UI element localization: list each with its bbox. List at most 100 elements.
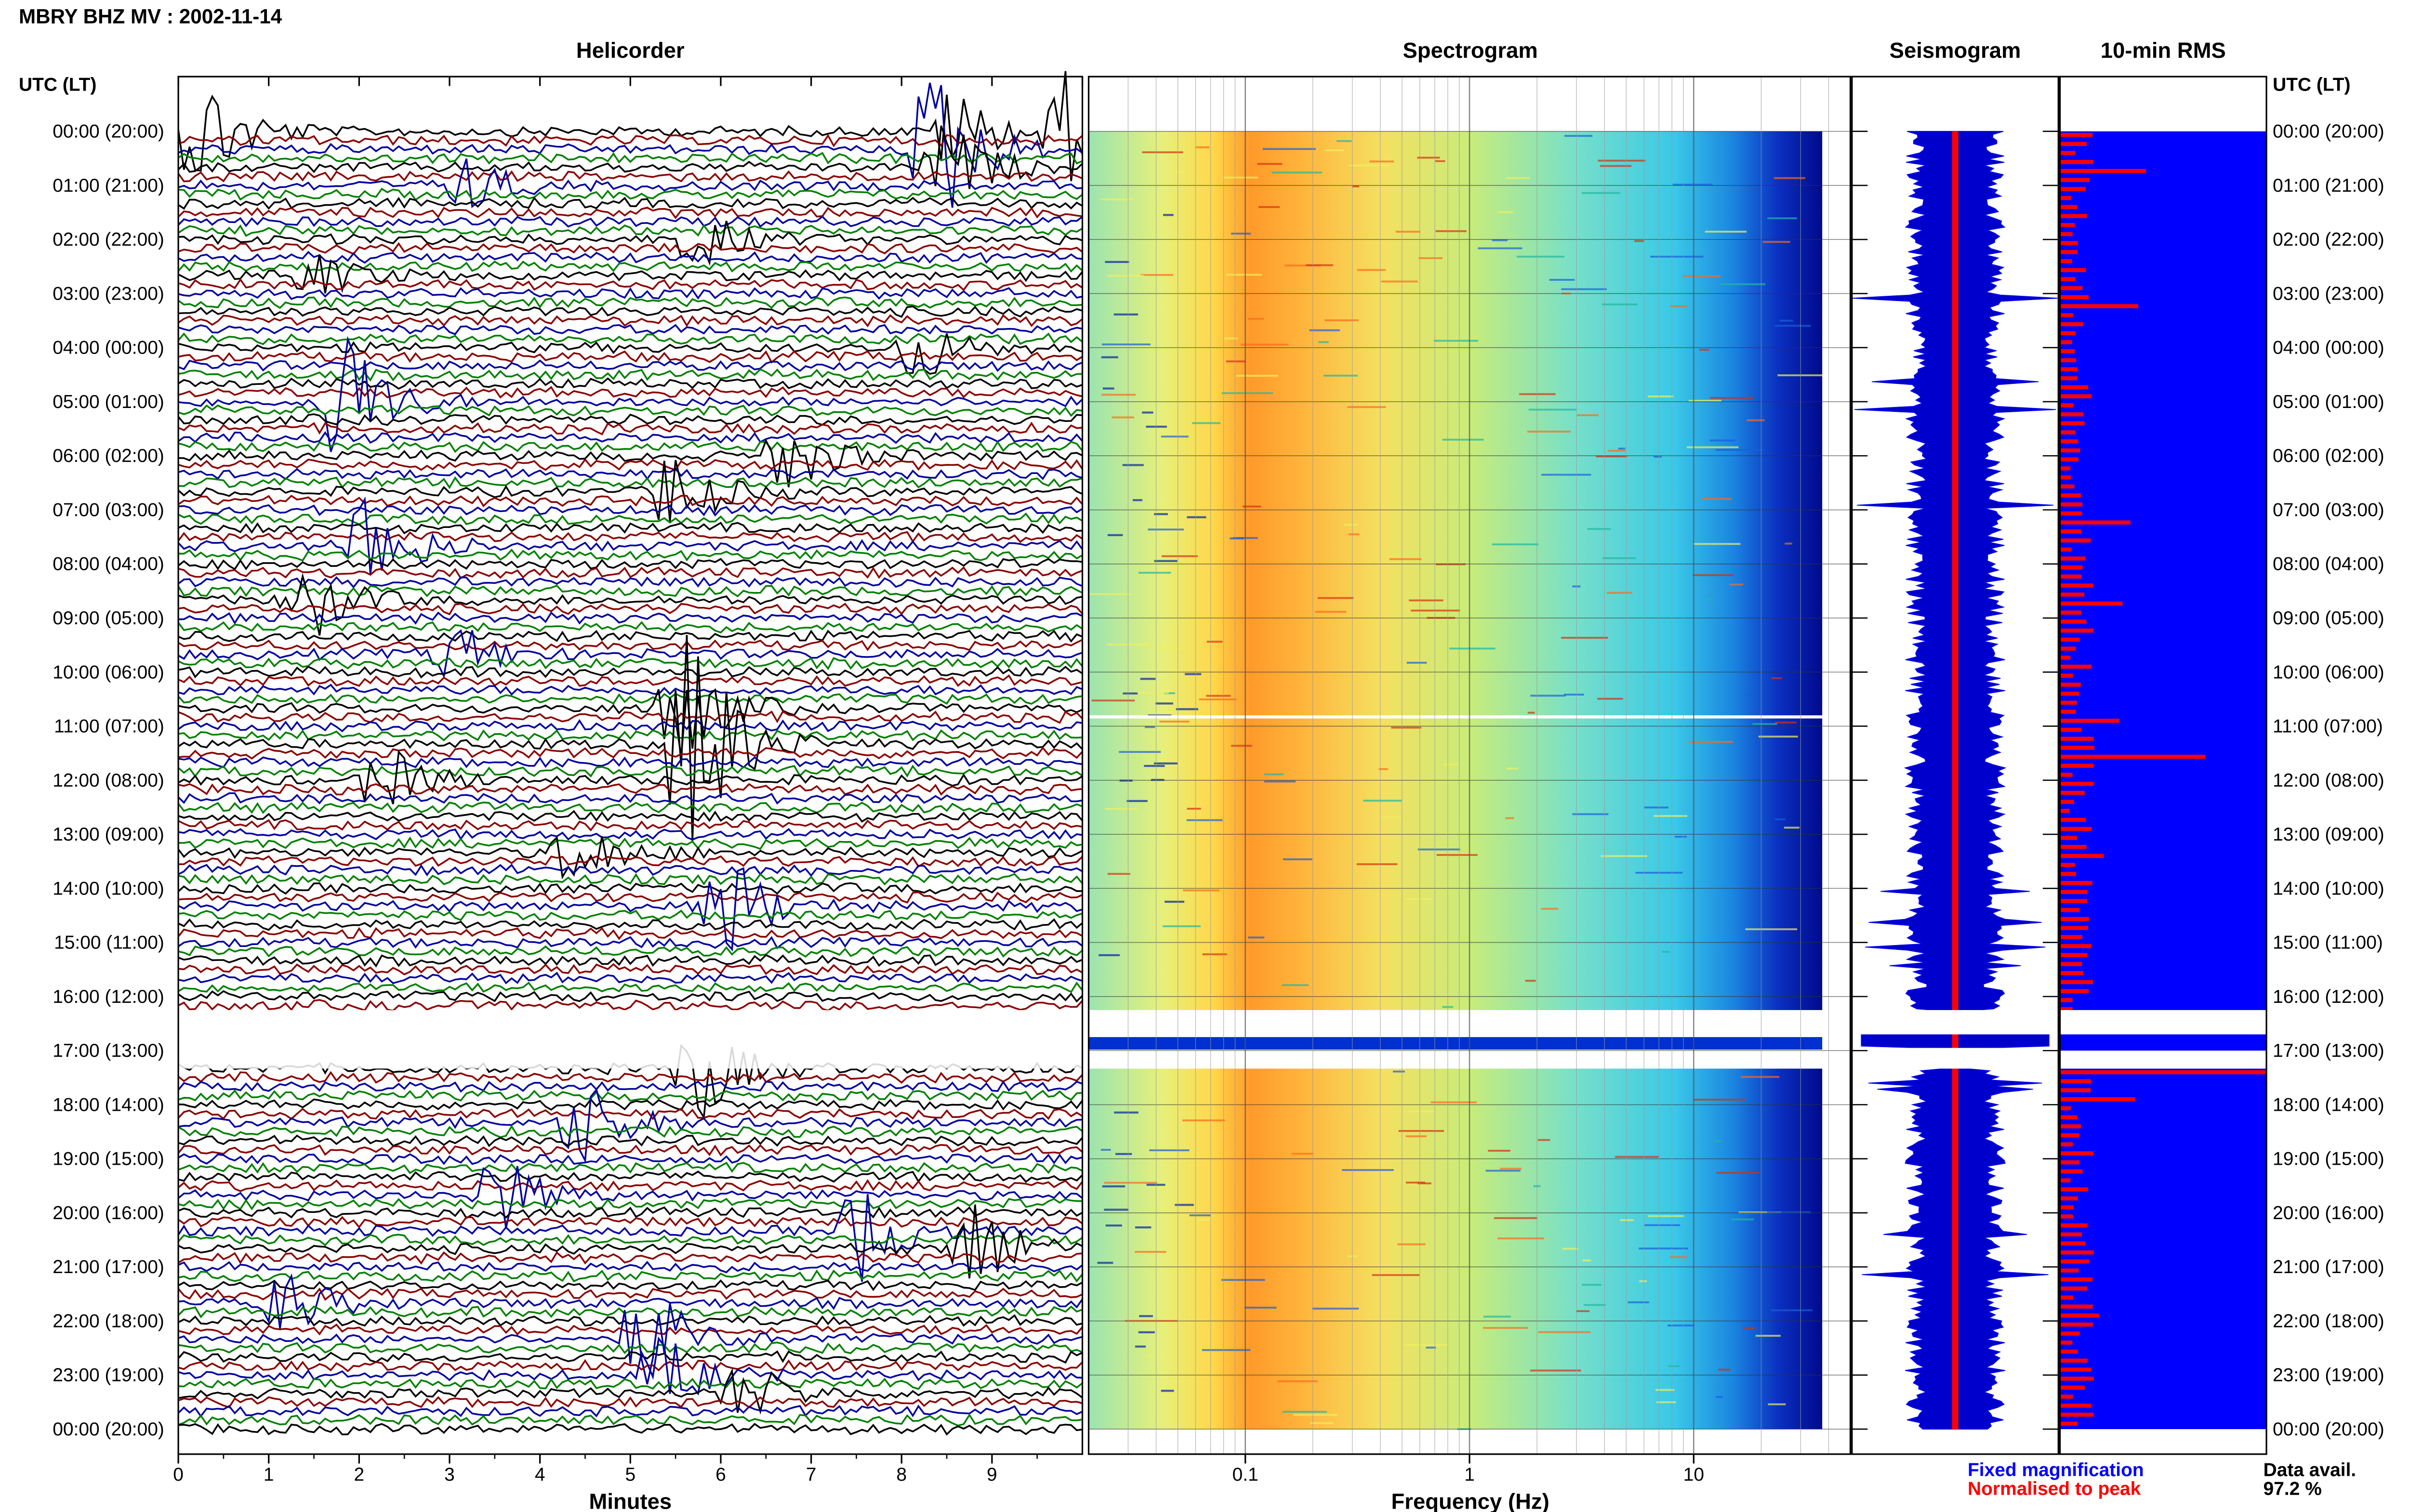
rms-bar bbox=[2060, 322, 2083, 327]
rms-bar bbox=[2060, 1358, 2088, 1363]
spectrogram-texture bbox=[1282, 984, 1309, 986]
spectrogram-texture bbox=[1105, 808, 1138, 810]
spectrogram-gap-strip bbox=[1088, 1037, 1823, 1050]
spectrogram-texture bbox=[1271, 171, 1322, 174]
spectrogram-texture bbox=[1582, 1259, 1591, 1262]
helicorder-trace bbox=[177, 558, 1083, 571]
helicorder-trace bbox=[178, 749, 1083, 804]
rms-bar bbox=[2060, 565, 2083, 570]
spectrogram-streak bbox=[1104, 1209, 1129, 1211]
spectrogram-texture bbox=[1119, 751, 1161, 753]
spectrogram-texture bbox=[1202, 1349, 1251, 1351]
rms-bar bbox=[2060, 817, 2086, 822]
helicorder-trace bbox=[178, 756, 1083, 769]
rms-bar bbox=[2060, 574, 2082, 579]
rms-bar bbox=[2060, 1214, 2073, 1219]
spectrogram-texture bbox=[1356, 863, 1398, 866]
time-label-left: 18:00 (14:00) bbox=[53, 1094, 164, 1115]
rms-bar bbox=[2060, 827, 2092, 831]
spectrogram-texture bbox=[1392, 1070, 1405, 1073]
time-label-left: 05:00 (01:00) bbox=[53, 392, 164, 412]
rms-bar bbox=[2060, 763, 2094, 768]
time-label-right: 08:00 (04:00) bbox=[2273, 554, 2384, 575]
spectrogram-texture bbox=[1492, 543, 1539, 546]
spectrogram-texture bbox=[1283, 1411, 1327, 1413]
spectrogram-texture bbox=[1528, 408, 1576, 411]
spectrogram-texture bbox=[1183, 889, 1220, 892]
helicorder-trace bbox=[178, 242, 1083, 255]
time-label-left: 15:00 (11:00) bbox=[54, 933, 164, 953]
seismogram-frame bbox=[1851, 76, 2059, 1455]
rms-fill bbox=[2060, 131, 2267, 1429]
spectrogram-texture bbox=[1408, 1110, 1436, 1113]
helicorder-trace bbox=[178, 674, 1083, 687]
spectrogram-texture bbox=[1600, 165, 1632, 167]
utc-header-right: UTC (LT) bbox=[2273, 74, 2350, 95]
spectrogram-streak bbox=[1142, 411, 1153, 414]
helicorder-trace bbox=[177, 1350, 1083, 1364]
spectrogram-texture bbox=[1231, 233, 1251, 235]
helicorder-trace bbox=[178, 1269, 1083, 1283]
helicorder-trace bbox=[178, 495, 1083, 508]
rms-bar bbox=[2060, 989, 2089, 993]
spectrogram-texture bbox=[1650, 255, 1704, 258]
spectrogram-texture bbox=[1699, 349, 1709, 351]
spectrogram-texture bbox=[1745, 928, 1798, 931]
rms-bar bbox=[2060, 1160, 2079, 1165]
time-label-left: 13:00 (09:00) bbox=[53, 824, 164, 845]
rms-bar bbox=[2060, 800, 2074, 804]
spectrogram-texture bbox=[1774, 325, 1811, 327]
rms-title: 10-min RMS bbox=[2101, 38, 2226, 63]
helicorder-trace bbox=[177, 170, 1083, 183]
spectrogram-texture bbox=[1644, 1224, 1681, 1226]
spectrogram-texture bbox=[1284, 264, 1321, 267]
helicorder-trace bbox=[178, 1134, 1083, 1147]
rms-bar bbox=[2060, 1322, 2093, 1327]
helicorder-trace bbox=[178, 1152, 1083, 1165]
spectrogram-texture bbox=[1262, 148, 1316, 150]
rms-bar bbox=[2060, 1142, 2073, 1146]
spectrogram-texture bbox=[1148, 528, 1184, 531]
helicorder-trace bbox=[177, 530, 1083, 543]
helicorder-trace bbox=[178, 630, 1083, 643]
spectrogram-texture bbox=[1310, 1422, 1333, 1424]
rms-bar bbox=[2060, 1007, 2073, 1012]
spectrogram-texture bbox=[1675, 836, 1687, 838]
spectrogram-texture bbox=[1602, 303, 1638, 305]
rms-bar bbox=[2060, 547, 2072, 552]
utc-header-left: UTC (LT) bbox=[19, 74, 96, 95]
spectrogram-texture bbox=[1435, 230, 1467, 232]
spectrogram-texture bbox=[1231, 745, 1252, 747]
rms-bar bbox=[2060, 1341, 2073, 1345]
spectrogram-streak bbox=[1139, 1315, 1153, 1317]
spectrogram-texture bbox=[1572, 813, 1609, 815]
rms-bar bbox=[2060, 1097, 2135, 1102]
rms-bar bbox=[2060, 1394, 2073, 1399]
spectrogram-texture bbox=[1718, 1368, 1731, 1371]
spectrogram-texture bbox=[1406, 661, 1427, 664]
rms-bar bbox=[2060, 1223, 2088, 1228]
helicorder-trace bbox=[177, 207, 1083, 220]
rms-bar bbox=[2060, 1421, 2078, 1426]
spectrogram-texture bbox=[1248, 936, 1265, 939]
helicorder-trace bbox=[178, 666, 1083, 679]
spectrogram-texture bbox=[1315, 611, 1347, 613]
spectrogram-texture bbox=[1157, 647, 1183, 650]
spectrogram-texture bbox=[1142, 151, 1183, 154]
helicorder-trace bbox=[177, 1305, 1083, 1318]
spectrogram-texture bbox=[1221, 392, 1273, 394]
helicorder-trace bbox=[178, 431, 1083, 444]
spectrogram-streak bbox=[1105, 1224, 1122, 1227]
spectrogram-texture bbox=[1192, 422, 1221, 424]
spectrogram-texture bbox=[1161, 435, 1189, 438]
seismogram-gap bbox=[1852, 1048, 2059, 1069]
spectrogram-texture bbox=[1530, 1369, 1581, 1372]
helicorder-trace bbox=[177, 836, 1083, 880]
rms-bar bbox=[2060, 1169, 2083, 1174]
helicorder-trace bbox=[178, 296, 1083, 309]
spectrogram-texture bbox=[1197, 1219, 1210, 1221]
spectrogram-texture bbox=[1449, 647, 1496, 650]
helicorder-trace bbox=[178, 421, 1083, 435]
helicorder-trace bbox=[178, 1206, 1083, 1220]
helicorder-trace bbox=[178, 828, 1083, 841]
